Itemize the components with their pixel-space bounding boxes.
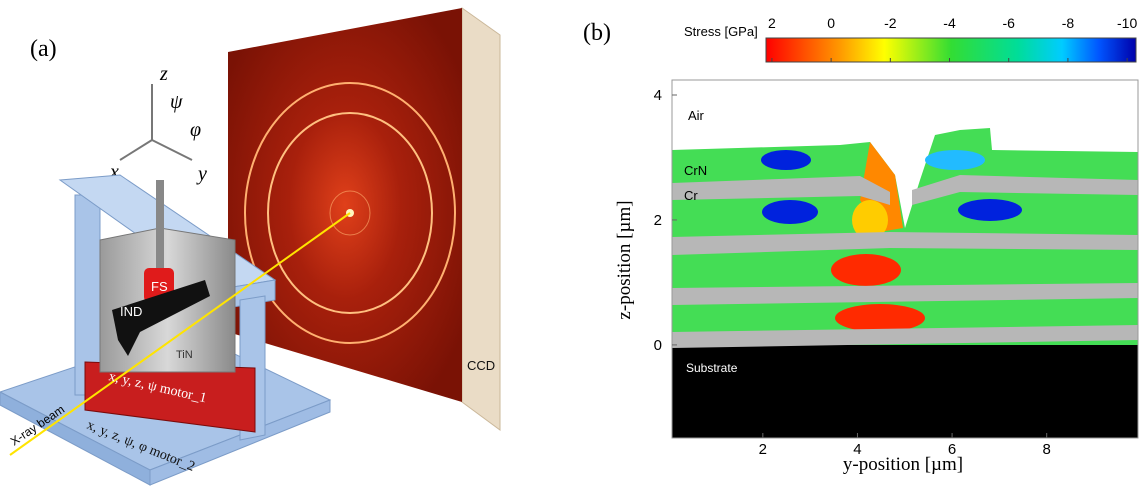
axis-label: ψ: [170, 91, 183, 113]
panel-label: (a): [30, 36, 57, 62]
colorbar-tick-label: -6: [1002, 15, 1015, 31]
label: IND: [120, 304, 142, 319]
y-tick-label: 0: [654, 337, 662, 354]
y-tick-label: 4: [654, 87, 662, 104]
region-label: Air: [688, 108, 705, 123]
colorbar-tick-label: -2: [884, 15, 897, 31]
colorbar-tick-label: 2: [768, 15, 776, 31]
axis-label: z: [159, 63, 168, 85]
label: FS: [151, 279, 168, 294]
substrate: [672, 345, 1138, 438]
label: TiN: [176, 349, 193, 361]
x-tick-label: 2: [759, 441, 767, 458]
y-axis-label: z-position [µm]: [614, 200, 635, 319]
region-label: CrN: [684, 163, 707, 178]
cold-zone: [958, 199, 1022, 221]
hot-zone: [835, 304, 925, 332]
colorbar-tick-label: 0: [827, 15, 835, 31]
axis-label: y: [196, 163, 207, 185]
cold-zone: [761, 150, 811, 170]
hot-zone: [831, 254, 901, 286]
panel-label: (b): [583, 20, 611, 46]
x-tick-label: 8: [1043, 441, 1051, 458]
colorbar-title: Stress [GPa]: [684, 24, 758, 39]
x-axis-label: y-position [µm]: [843, 454, 963, 475]
region-label: Cr: [684, 188, 698, 203]
colorbar-gradient: [766, 38, 1136, 62]
colorbar-tick-label: -8: [1062, 15, 1075, 31]
y-tick-label: 2: [654, 212, 662, 229]
cold-zone: [925, 150, 985, 170]
cold-zone: [762, 200, 818, 224]
stress-map: [672, 128, 1138, 438]
colorbar-tick-label: -10: [1117, 15, 1137, 31]
figure: (a) z ψ φ x y: [0, 0, 1142, 486]
axis-label: φ: [190, 119, 201, 141]
panel-a: (a) z ψ φ x y: [0, 8, 500, 485]
colorbar: 2 0 -2 -4 -6 -8 -10: [766, 15, 1137, 62]
colorbar-tick-label: -4: [943, 15, 956, 31]
label: CCD: [467, 358, 495, 373]
region-label: Substrate: [686, 361, 738, 375]
